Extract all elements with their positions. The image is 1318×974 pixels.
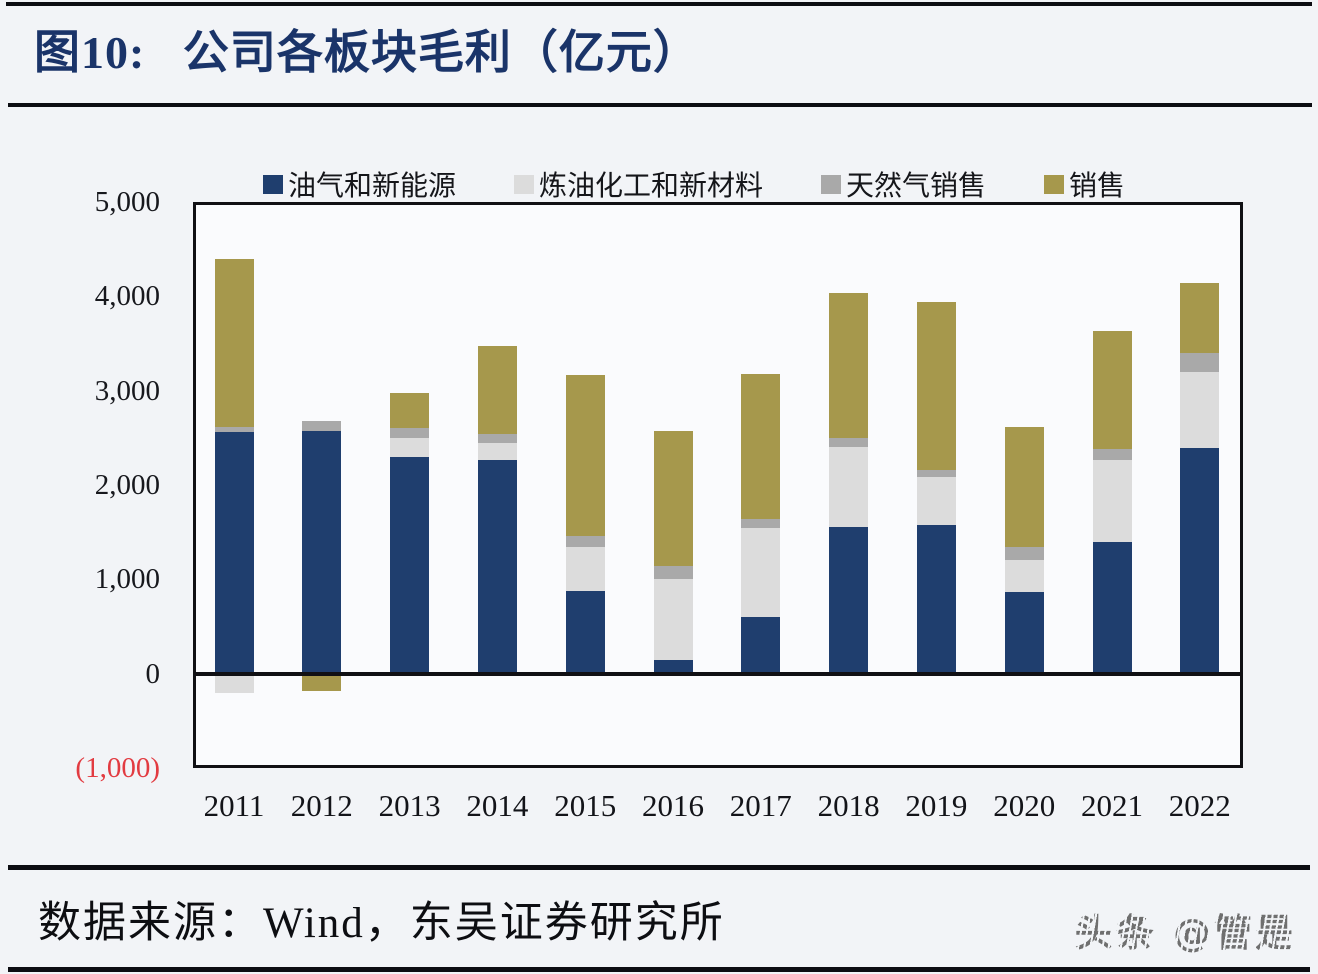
bar-segment bbox=[741, 528, 781, 618]
bar-segment bbox=[390, 456, 430, 674]
y-tick-label: (1,000) bbox=[75, 752, 160, 784]
x-axis-year-label: 2018 bbox=[817, 788, 880, 823]
bar-segment bbox=[916, 301, 956, 470]
bar-segment bbox=[390, 392, 430, 429]
x-axis-year-label: 2013 bbox=[378, 788, 441, 823]
bar-segment bbox=[477, 434, 517, 443]
bar-segment bbox=[916, 524, 956, 674]
zero-axis-line bbox=[193, 671, 1243, 676]
legend-item: 油气和新能源 bbox=[263, 164, 456, 204]
bar-segment bbox=[214, 432, 254, 674]
bar-segment bbox=[741, 373, 781, 519]
x-axis-year-label: 2020 bbox=[993, 788, 1056, 823]
bar-segment bbox=[565, 374, 605, 536]
y-tick-label: 1,000 bbox=[94, 563, 160, 596]
x-axis-year-label: 2019 bbox=[905, 788, 968, 823]
legend-label: 天然气销售 bbox=[846, 171, 987, 202]
bar-segment bbox=[1004, 560, 1044, 592]
bar-segment bbox=[390, 428, 430, 438]
y-tick-label: 0 bbox=[145, 657, 161, 690]
bar-segment bbox=[1004, 547, 1044, 561]
x-axis-year-label: 2021 bbox=[1081, 788, 1143, 823]
bar-segment bbox=[829, 526, 869, 674]
x-axis-year-label: 2011 bbox=[203, 788, 265, 823]
x-axis-year-label: 2022 bbox=[1168, 788, 1231, 823]
legend-swatch-icon bbox=[1044, 174, 1065, 194]
x-axis-year-label: 2017 bbox=[729, 788, 792, 823]
bar-segment bbox=[302, 431, 342, 674]
bar-segment bbox=[829, 292, 869, 438]
legend-item: 天然气销售 bbox=[821, 164, 986, 204]
data-source-text: 数据来源：Wind，东吴证券研究所 bbox=[38, 900, 725, 947]
bar-segment bbox=[829, 437, 869, 448]
legend-label: 炼油化工和新材料 bbox=[539, 171, 764, 202]
y-tick-label: 2,000 bbox=[94, 469, 160, 501]
source-separator-line bbox=[8, 865, 1310, 870]
bar-segment bbox=[214, 258, 254, 428]
chart-legend: 油气和新能源 炼油化工和新材料 天然气销售 销售 bbox=[263, 168, 1125, 202]
legend-label: 油气和新能源 bbox=[288, 171, 457, 202]
bar-segment bbox=[1004, 591, 1044, 674]
bar-segment bbox=[1180, 448, 1220, 674]
bar-segment bbox=[302, 673, 342, 691]
y-tick-label: 5,000 bbox=[94, 186, 160, 218]
bar-segment bbox=[477, 346, 517, 435]
legend-swatch-icon bbox=[821, 174, 842, 194]
bar-segment bbox=[741, 518, 781, 529]
plot-area bbox=[193, 202, 1243, 768]
bar-segment bbox=[653, 431, 693, 567]
legend-swatch-icon bbox=[514, 174, 535, 194]
legend-swatch-icon bbox=[263, 174, 283, 194]
bar-segment bbox=[565, 535, 605, 548]
bar-segment bbox=[1180, 371, 1220, 449]
legend-item: 销售 bbox=[1044, 164, 1125, 204]
bar-segment bbox=[477, 442, 517, 460]
bar-segment bbox=[1092, 541, 1132, 674]
x-axis-year-label: 2015 bbox=[554, 788, 617, 823]
y-tick-label: 4,000 bbox=[94, 280, 160, 313]
bar-segment bbox=[653, 579, 693, 661]
bar-segment bbox=[565, 590, 605, 674]
legend-label: 销售 bbox=[1069, 171, 1126, 202]
bar-segment bbox=[302, 420, 342, 432]
x-axis-year-label: 2012 bbox=[290, 788, 353, 823]
y-tick-label: 3,000 bbox=[94, 374, 160, 407]
bar-segment bbox=[1092, 459, 1132, 542]
bar-segment bbox=[916, 469, 956, 478]
bar-segment bbox=[829, 447, 869, 527]
bar-segment bbox=[1180, 283, 1220, 353]
bar-segment bbox=[390, 437, 430, 457]
title-separator-line bbox=[8, 103, 1312, 107]
x-axis-year-label: 2016 bbox=[642, 788, 704, 823]
bar-segment bbox=[1004, 427, 1044, 548]
bar-segment bbox=[741, 617, 781, 674]
bar-segment bbox=[565, 547, 605, 591]
bar-segment bbox=[916, 477, 956, 525]
x-axis-year-label: 2014 bbox=[466, 788, 529, 823]
bottom-border-line bbox=[8, 967, 1310, 972]
bar-segment bbox=[1180, 352, 1220, 372]
bar-segment bbox=[1092, 449, 1132, 460]
bar-segment bbox=[214, 673, 254, 693]
bar-segment bbox=[1092, 331, 1132, 450]
figure-title: 图10: 公司各板块毛利（亿元） bbox=[34, 27, 700, 78]
watermark-text: 头条 @管是 bbox=[1075, 902, 1296, 957]
bar-segment bbox=[477, 459, 517, 674]
legend-item: 炼油化工和新材料 bbox=[514, 164, 763, 204]
bar-segment bbox=[653, 566, 693, 580]
bar-segment bbox=[214, 427, 254, 433]
bar-segment bbox=[653, 660, 693, 674]
top-border-line bbox=[6, 2, 1312, 6]
